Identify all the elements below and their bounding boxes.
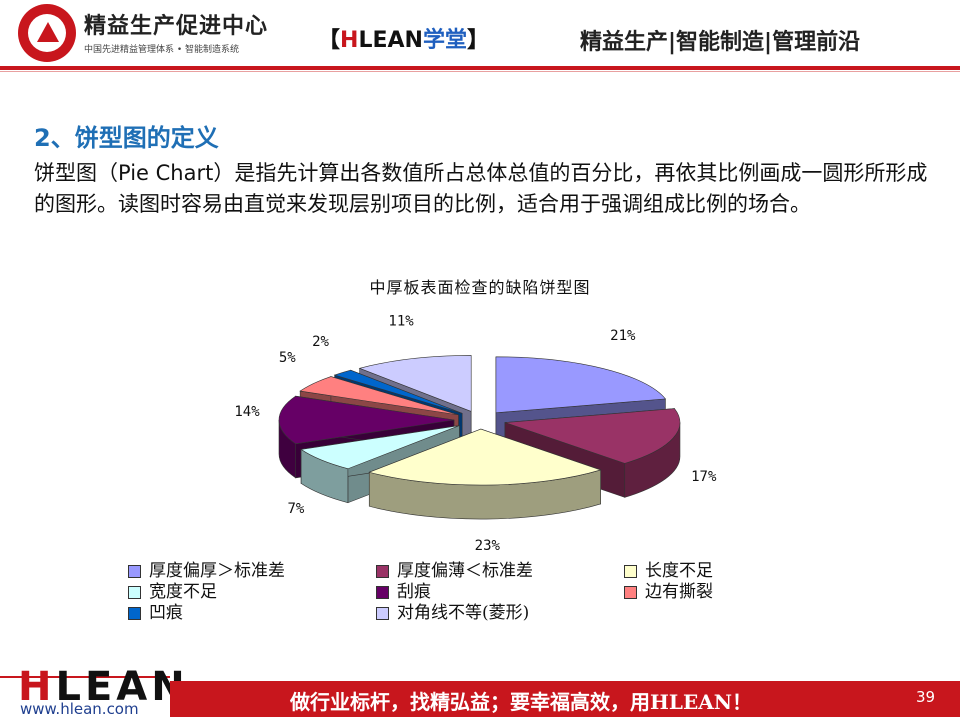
header-divider-thin <box>0 71 960 72</box>
pie-percent-label: 23% <box>475 538 501 554</box>
legend-label: 宽度不足 <box>149 582 217 602</box>
slide-header: 精益生产促进中心 中国先进精益管理体系 • 智能制造系统 【HLEAN学堂】 精… <box>0 0 960 68</box>
footer-slogan: 做行业标杆，找精弘益；要幸福高效，用HLEAN！ <box>290 690 753 714</box>
pie-percent-label: 21% <box>610 328 636 344</box>
chart-title: 中厚板表面检查的缺陷饼型图 <box>369 278 591 297</box>
pie-slice-top <box>300 425 460 470</box>
pie-slice-top <box>368 428 602 486</box>
pie-slice <box>368 428 602 520</box>
pie-percent-label: 17% <box>691 469 717 485</box>
section-title: 2、饼型图的定义 <box>34 124 219 152</box>
legend-swatch <box>128 607 141 620</box>
footer-logo: HLEAN <box>18 664 189 710</box>
legend-item: 厚度偏薄＜标准差 <box>376 556 533 581</box>
legend-item: 长度不足 <box>624 556 713 581</box>
legend-swatch <box>128 586 141 599</box>
pie-percent-label: 2% <box>312 334 329 350</box>
pie-slice-top <box>299 376 459 416</box>
legend-item: 对角线不等(菱形) <box>376 598 529 623</box>
pie-slice-top <box>333 369 463 414</box>
pie-slice-top <box>358 355 472 412</box>
pie-slice-top <box>495 356 667 414</box>
legend-swatch <box>128 565 141 578</box>
legend-item: 边有撕裂 <box>624 577 713 602</box>
header-right-title: 精益生产|智能制造|管理前沿 <box>580 30 861 55</box>
pie-slice-top <box>504 408 681 464</box>
legend-label: 厚度偏厚＞标准差 <box>149 561 285 581</box>
footer-bar <box>170 681 960 717</box>
pie-percent-label: 11% <box>388 314 414 330</box>
header-divider <box>0 66 960 70</box>
legend-swatch <box>376 586 389 599</box>
legend-label: 对角线不等(菱形) <box>397 603 530 623</box>
body-paragraph: 饼型图（Pie Chart）是指先计算出各数值所占总体总值的百分比，再依其比例画… <box>34 161 928 216</box>
legend-label: 边有撕裂 <box>645 582 713 602</box>
pie-percent-label: 5% <box>279 350 296 366</box>
legend-swatch <box>624 565 637 578</box>
org-subtitle: 中国先进精益管理体系 • 智能制造系统 <box>84 45 240 55</box>
legend-item: 宽度不足 <box>128 577 217 602</box>
legend-swatch <box>376 607 389 620</box>
pie-slice-top <box>278 395 455 445</box>
pie-percent-label: 7% <box>287 501 304 517</box>
legend-item: 凹痕 <box>128 598 183 623</box>
org-logo-icon <box>18 4 76 62</box>
legend-label: 长度不足 <box>645 561 713 581</box>
org-name: 精益生产促进中心 <box>84 13 269 39</box>
legend-swatch <box>376 565 389 578</box>
legend-swatch <box>624 586 637 599</box>
hlean-school-tag: 【HLEAN学堂】 <box>318 28 489 53</box>
legend-label: 刮痕 <box>397 582 431 602</box>
footer-stripe <box>0 676 170 678</box>
legend-item: 刮痕 <box>376 577 431 602</box>
footer-url[interactable]: www.hlean.com <box>20 700 139 718</box>
legend-label: 厚度偏薄＜标准差 <box>397 561 533 581</box>
legend-label: 凹痕 <box>149 603 183 623</box>
page-number: 39 <box>916 688 936 706</box>
pie-percent-label: 14% <box>234 404 260 420</box>
legend-item: 厚度偏厚＞标准差 <box>128 556 285 581</box>
